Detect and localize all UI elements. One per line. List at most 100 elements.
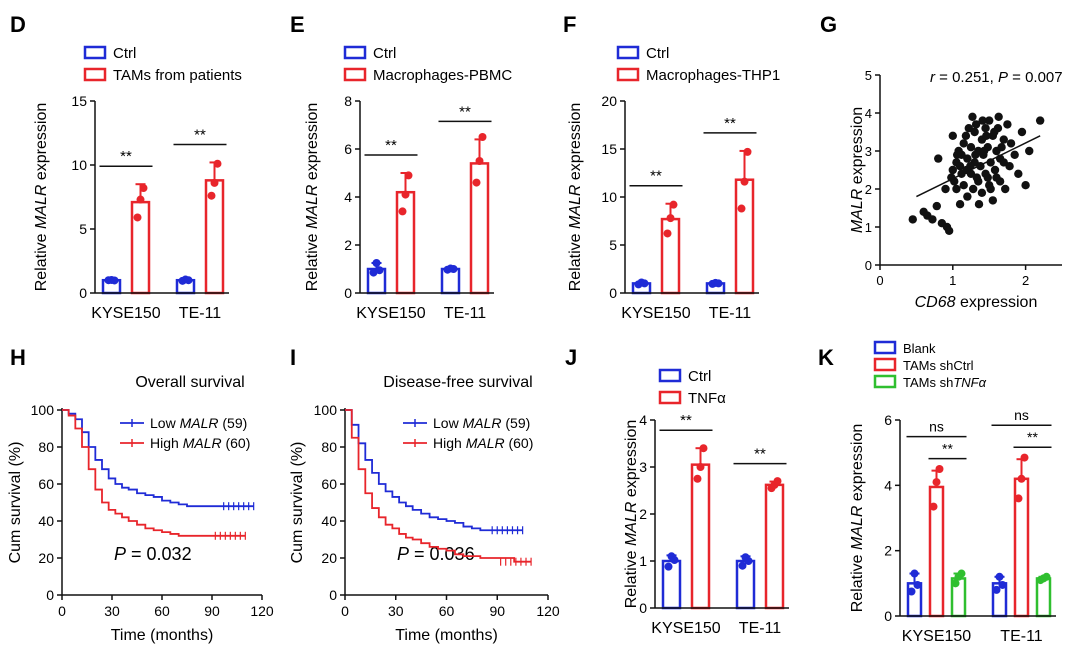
text-span: 20 [321,550,337,566]
p-value-annotation: P = 0.032 [114,544,192,564]
text-span: TE-11 [1000,628,1042,645]
data-point [1014,494,1023,503]
text-span: Disease-free survival [383,374,532,391]
legend-swatch [658,390,682,405]
text-span: Low [150,415,180,431]
scatter-point [983,173,992,182]
legend-label: TAMs shTNFα [903,375,987,390]
text-span: 0 [609,285,617,301]
text-span: MALR [33,184,50,229]
bar [690,463,711,610]
y-tick-label: 0 [639,600,647,616]
data-point [998,580,1007,589]
data-point [1042,572,1051,581]
scatter-point [952,184,961,194]
scatter-point [992,173,1001,182]
panel-e: Ctrl Macrophages-PBMC Relative MALR expres… [304,45,512,322]
text-span: 5 [609,237,617,253]
x-tick-label: 0 [876,273,883,288]
scatter-point [961,131,971,140]
y-tick-label: 4 [344,189,352,205]
data-point [740,177,749,186]
text-span: 4 [865,106,872,121]
correlation-annotation: r = 0.251, P = 0.007 [930,69,1063,86]
data-point [1020,453,1029,462]
y-tick-label: 15 [601,141,617,157]
text-span: 0 [58,603,66,619]
text-span: KYSE150 [356,305,425,322]
text-span: Overall survival [135,374,244,391]
panel-f: Ctrl Macrophages-THP1 Relative MALR expres… [567,45,780,322]
data-point [992,585,1001,594]
y-tick-label: 2 [865,182,872,197]
legend-swatch [873,340,897,355]
panel-label-e: E [290,12,305,37]
scatter-point [1001,184,1010,194]
text-span: CD68 [915,294,956,311]
text-span: Cum survival (%) [289,442,306,564]
legend-swatch [83,67,107,82]
scatter-point [934,154,943,163]
legend-label: Ctrl [373,45,396,62]
scatter-point [970,127,979,137]
text-span: TE-11 [179,305,221,322]
y-tick-label: 0 [79,285,87,301]
panel-label-i: I [290,345,296,370]
data-point [478,133,487,141]
text-span: 15 [71,93,87,109]
scatter-point [941,184,950,194]
data-point [693,474,702,483]
text-span: expression [849,424,866,506]
data-point [714,279,723,288]
text-span: D [10,12,26,37]
data-point [696,463,705,471]
text-span: 90 [204,603,220,619]
scatter-point [999,135,1008,144]
y-axis-label: Relative MALR expression [567,103,584,292]
y-tick-label: 60 [38,476,54,492]
text-span: 40 [38,513,54,529]
x-tick-label: 30 [388,603,404,619]
data-point [957,569,966,578]
legend-label: TAMs from patients [113,67,242,84]
text-span: ** [459,103,471,120]
scatter-point [999,158,1008,167]
bar [1035,577,1052,618]
legend-label: Ctrl [688,368,711,385]
y-tick-label: 1 [639,553,647,569]
x-tick-label: 60 [154,603,170,619]
y-tick-label: 0 [865,258,872,273]
text-span: MALR [849,188,866,233]
legend-label: Blank [903,341,936,356]
text-span: ** [754,446,766,463]
scatter-point [959,181,968,190]
data-point [738,561,747,570]
scatter-point [988,196,998,205]
text-span: 6 [344,141,352,157]
scatter-point [979,146,989,156]
scatter-point [990,165,1000,175]
text-span: ns [1014,407,1029,423]
text-span: ** [385,137,397,154]
y-tick-label: 20 [601,93,617,109]
text-span: (60) [222,435,251,451]
y-tick-label: 2 [344,237,352,253]
y-tick-label: 5 [609,237,617,253]
scatter-point [959,139,968,148]
y-axis-label: Cum survival (%) [7,442,24,564]
text-span: G [820,12,837,37]
legend-label: Macrophages-THP1 [646,67,780,84]
x-tick-label: KYSE150 [902,628,971,645]
x-tick-label: 90 [204,603,220,619]
data-point [1017,474,1026,483]
text-span: 0 [341,603,349,619]
significance-label: ns [1014,407,1029,423]
scatter-point [986,184,995,194]
x-tick-label: 120 [250,603,274,619]
scatter-point [978,116,987,125]
text-span: I [290,345,296,370]
x-tick-label: 2 [1022,273,1029,288]
scatter-point [1021,181,1030,190]
legend-swatch [616,67,640,82]
text-span: 1 [949,273,956,288]
